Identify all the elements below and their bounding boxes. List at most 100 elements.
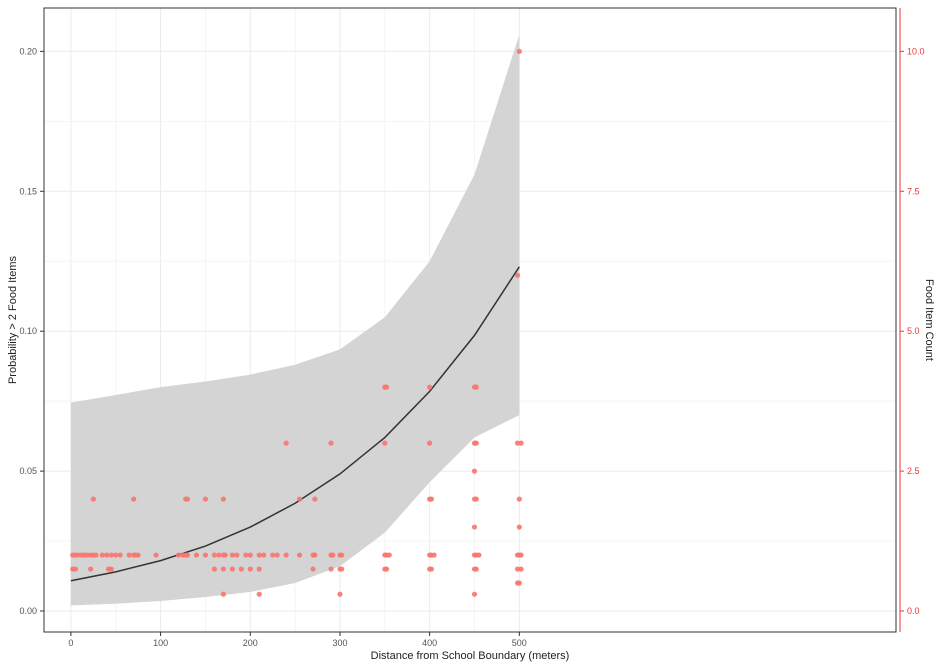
data-point — [93, 552, 99, 558]
data-point — [88, 566, 94, 572]
data-point — [274, 552, 280, 558]
data-point — [211, 566, 217, 572]
data-point — [135, 552, 141, 558]
x-tick-label: 300 — [332, 638, 347, 648]
data-point — [247, 552, 253, 558]
y-tick-label: 0.05 — [19, 466, 37, 476]
data-point — [202, 496, 209, 502]
data-point — [518, 566, 524, 572]
data-point — [518, 440, 524, 446]
data-point — [256, 552, 262, 558]
data-point — [113, 552, 119, 558]
x-tick-label: 500 — [512, 638, 527, 648]
data-points — [70, 48, 524, 597]
data-point — [184, 552, 191, 558]
data-point — [328, 566, 334, 572]
data-point — [428, 496, 435, 502]
data-point — [297, 552, 303, 558]
data-point — [229, 552, 235, 558]
x-tick-label: 400 — [422, 638, 437, 648]
data-point — [383, 566, 390, 572]
data-point — [476, 552, 482, 558]
data-point — [297, 496, 303, 502]
data-point — [283, 440, 289, 446]
data-point — [222, 552, 228, 558]
data-point — [473, 566, 479, 572]
data-point — [90, 496, 96, 502]
data-point — [427, 440, 433, 446]
y2-tick-label: 7.5 — [907, 186, 920, 196]
y-tick-label: 0.10 — [19, 326, 37, 336]
data-point — [256, 566, 262, 572]
data-point — [516, 524, 522, 530]
data-point — [108, 566, 114, 572]
y-axis-right-title: Food Item Count — [923, 279, 935, 361]
y2-tick-label: 0.0 — [907, 606, 920, 616]
data-point — [386, 552, 392, 558]
data-point — [234, 552, 240, 558]
data-point — [328, 440, 334, 446]
data-point — [428, 566, 435, 572]
fitted-curve — [70, 266, 520, 582]
data-point — [175, 552, 182, 558]
data-point — [339, 552, 345, 558]
panel-border — [43, 7, 897, 633]
data-point — [471, 524, 478, 530]
data-point — [238, 566, 244, 572]
data-point — [473, 440, 479, 446]
data-point — [261, 552, 267, 558]
data-point — [108, 552, 114, 558]
data-point — [211, 552, 217, 558]
data-point — [310, 566, 316, 572]
data-point — [427, 384, 433, 390]
data-point — [84, 552, 90, 558]
confidence-band — [70, 34, 520, 606]
data-point — [220, 566, 226, 572]
y-axis-right: 0.0 2.5 5.0 7.5 10.0 — [900, 46, 925, 616]
data-point — [104, 552, 110, 558]
y-tick-label: 0.15 — [19, 186, 37, 196]
data-point — [247, 566, 253, 572]
data-point — [99, 552, 105, 558]
data-point — [283, 552, 289, 558]
data-point — [514, 272, 521, 278]
data-point — [202, 552, 209, 558]
x-axis-title: Distance from School Boundary (meters) — [371, 650, 570, 662]
data-point — [473, 496, 479, 502]
data-point — [337, 591, 343, 597]
data-point — [473, 384, 479, 390]
x-tick-label: 200 — [243, 638, 258, 648]
data-point — [243, 552, 249, 558]
data-point — [312, 552, 318, 558]
data-point — [126, 552, 132, 558]
data-point — [516, 48, 522, 54]
data-point — [516, 496, 522, 502]
data-point — [220, 591, 226, 597]
data-point — [431, 552, 437, 558]
data-point — [514, 440, 521, 446]
x-tick-label: 0 — [68, 638, 73, 648]
data-point — [339, 566, 345, 572]
data-point — [330, 552, 336, 558]
data-point — [216, 552, 222, 558]
y-axis-left: 0.00 0.05 0.10 0.15 0.20 — [19, 46, 44, 616]
data-point — [117, 552, 123, 558]
data-point — [72, 566, 78, 572]
data-point — [514, 566, 521, 572]
data-point — [193, 552, 200, 558]
data-point — [518, 552, 524, 558]
data-point — [471, 468, 478, 474]
x-tick-label: 100 — [153, 638, 168, 648]
data-point — [516, 580, 522, 586]
y2-tick-label: 5.0 — [907, 326, 920, 336]
y-tick-label: 0.20 — [19, 46, 37, 56]
data-point — [131, 496, 137, 502]
data-point — [471, 591, 478, 597]
data-point — [229, 566, 235, 572]
y2-tick-label: 10.0 — [907, 46, 925, 56]
data-point — [270, 552, 276, 558]
data-point — [220, 496, 226, 502]
x-axis: 0 100 200 300 400 500 — [68, 632, 527, 648]
data-point — [382, 440, 388, 446]
